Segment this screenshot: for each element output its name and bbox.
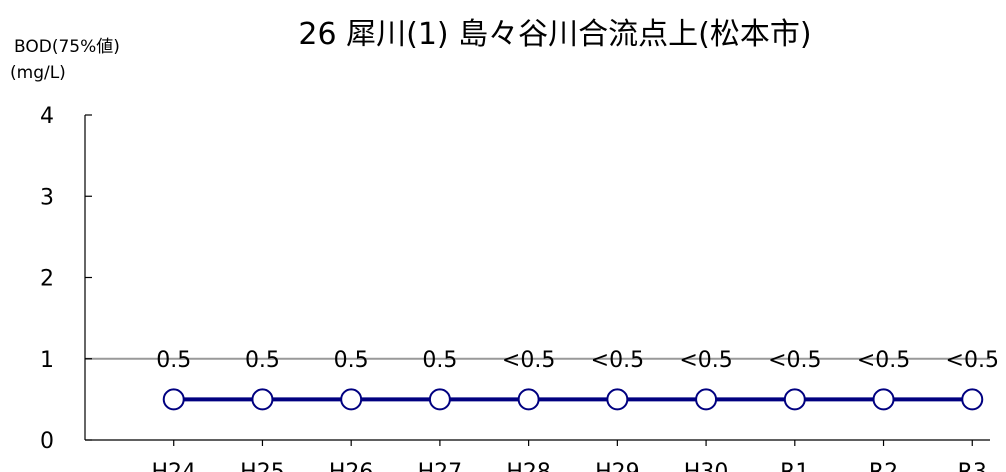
data-label: <0.5 [502,348,555,373]
y-axis-unit: (mg/L) [10,63,66,83]
x-tick-label: R1 [780,460,809,472]
y-tick-label: 1 [40,348,54,373]
data-label: <0.5 [591,348,644,373]
y-tick-label: 0 [40,429,54,454]
data-label: 0.5 [156,348,191,373]
data-label: <0.5 [946,348,999,373]
data-point [251,388,274,411]
x-tick-label: H28 [506,460,551,472]
x-tick-label: H26 [329,460,374,472]
data-point [872,388,895,411]
data-point [517,388,540,411]
data-point [695,388,718,411]
x-tick-label: R2 [869,460,898,472]
data-label: <0.5 [679,348,732,373]
data-point [162,388,185,411]
data-point [428,388,451,411]
data-label: <0.5 [857,348,910,373]
y-tick-label: 4 [40,104,54,129]
data-point [606,388,629,411]
chart-title: 26 犀川(1) 島々谷川合流点上(松本市) [298,17,811,52]
plot-area: 0 1 2 3 4 H24 H25 H26 H27 H28 H29 H30 R1 R2 R3 0.5 0.5 0.… [40,104,999,472]
x-tick-label: H27 [418,460,463,472]
data-label: <0.5 [768,348,821,373]
y-axis-label: BOD(75%値) [14,37,120,57]
x-tick-label: H29 [595,460,640,472]
y-tick-label: 3 [40,185,54,210]
data-point [783,388,806,411]
data-label: 0.5 [245,348,280,373]
y-tick-label: 2 [40,267,54,292]
x-tick-label: H24 [151,460,196,472]
x-tick-label: H30 [684,460,729,472]
x-tick-label: H25 [240,460,285,472]
x-tick-label: R3 [958,460,987,472]
data-point [340,388,363,411]
data-label: 0.5 [422,348,457,373]
data-point [961,388,984,411]
data-label: 0.5 [334,348,369,373]
